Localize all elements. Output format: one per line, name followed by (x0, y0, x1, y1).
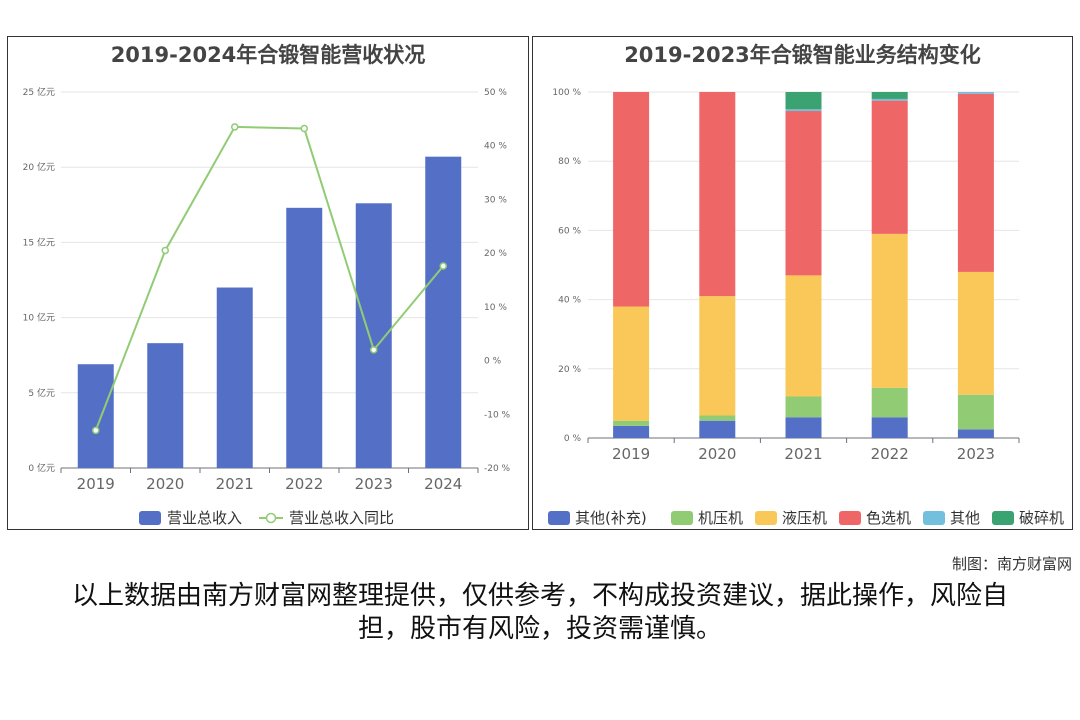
stacked-bar-segment (613, 420, 650, 426)
stacked-bar-segment (957, 429, 994, 438)
stacked-bar-segment (871, 92, 908, 99)
x-category-label: 2021 (216, 475, 254, 493)
legend-marker-yoy (265, 512, 277, 524)
x-category-label: 2019 (612, 445, 650, 463)
legend-label-revenue: 营业总收入 (167, 509, 242, 527)
revenue-chart: 0 亿元 5 亿元 10 亿元 15 亿元 20 亿元 25 亿元 -20 % -10 % 0 … (23, 86, 511, 527)
x-category-label: 2024 (424, 475, 462, 493)
y2-tick-label: 20 % (484, 249, 507, 259)
legend-swatch (992, 511, 1014, 525)
stacked-bar-segment (785, 275, 822, 397)
legend-swatch (671, 511, 693, 525)
disclaimer-text: 以上数据由南方财富网整理提供，仅供参考，不构成投资建议，据此操作，风险自担，股市… (71, 581, 1008, 644)
legend-label: 液压机 (782, 509, 827, 527)
y-tick-label: 100 % (552, 88, 581, 98)
x-category-label: 2022 (871, 445, 909, 463)
y2-tick-label: -10 % (484, 410, 511, 420)
y2-tick-label: -20 % (484, 464, 511, 474)
stacked-bar-segment (785, 417, 822, 438)
stacked-bar-segment (957, 92, 994, 94)
stacked-bar-segment (699, 415, 736, 421)
revenue-bar (216, 287, 253, 468)
y-tick-label: 20 亿元 (23, 161, 55, 173)
legend-swatch (839, 511, 861, 525)
stacked-bar-segment (699, 296, 736, 416)
legend-label: 其他 (950, 509, 980, 527)
business-structure-chart: 0 % 20 % 40 % 60 % 80 % 100 % 2019 2020 2021 2022… (548, 88, 1064, 527)
stacked-bar-segment (871, 387, 908, 418)
legend-swatch (923, 511, 945, 525)
stacked-bar-segment (785, 92, 822, 110)
stacked-bar-segment (699, 92, 736, 297)
yoy-point (231, 123, 239, 131)
legend-swatch-revenue (139, 511, 161, 525)
y2-tick-label: 10 % (484, 303, 507, 313)
revenue-bar (286, 207, 323, 469)
y-tick-label: 10 亿元 (23, 312, 55, 324)
y2-tick-label: 50 % (484, 88, 507, 98)
yoy-point (300, 124, 308, 133)
stacked-bar-segment (871, 100, 908, 234)
stacked-bar-segment (613, 306, 650, 421)
chart-credit: 制图：南方财富网 (951, 555, 1072, 573)
revenue-bar (147, 343, 184, 468)
legend-label: 机压机 (698, 509, 743, 527)
x-category-label: 2023 (355, 475, 393, 493)
y2-tick-label: 0 % (484, 357, 502, 367)
revenue-bar (425, 156, 462, 468)
legend-swatch (548, 511, 570, 525)
business-structure-chart-panel: 0 % 20 % 40 % 60 % 80 % 100 % 2019 2020 2021 2022… (532, 36, 1073, 530)
y-tick-label: 20 % (558, 365, 581, 375)
legend-label-yoy: 营业总收入同比 (289, 509, 394, 527)
stacked-bar-segment (871, 417, 908, 438)
legend-label: 色选机 (866, 509, 911, 527)
x-category-label: 2020 (698, 445, 736, 463)
yoy-point (161, 246, 169, 255)
stacked-bar-segment (957, 271, 994, 395)
y-tick-label: 5 亿元 (28, 387, 55, 399)
x-category-label: 2020 (146, 475, 184, 493)
stacked-bar-segment (871, 233, 908, 388)
y2-tick-label: 30 % (484, 195, 507, 205)
y-tick-label: 80 % (558, 157, 581, 167)
stacked-bar-segment (699, 420, 736, 438)
y-tick-label: 60 % (558, 226, 581, 236)
stacked-bar-segment (871, 98, 908, 101)
yoy-point (92, 426, 100, 435)
stacked-bar-segment (785, 396, 822, 418)
revenue-bar (77, 364, 114, 468)
yoy-point (439, 262, 447, 270)
x-category-label: 2021 (784, 445, 822, 463)
stacked-bar-segment (785, 111, 822, 276)
x-category-label: 2019 (77, 475, 115, 493)
stacked-bar-segment (957, 394, 994, 430)
y-tick-label: 0 % (564, 434, 582, 444)
x-category-label: 2022 (285, 475, 323, 493)
stacked-bar-segment (785, 109, 822, 112)
revenue-chart-panel: 0 亿元 5 亿元 10 亿元 15 亿元 20 亿元 25 亿元 -20 % -10 % 0 … (7, 36, 529, 530)
stacked-bar-segment (957, 93, 994, 272)
y2-tick-label: 40 % (484, 142, 507, 152)
yoy-line (94, 125, 445, 431)
yoy-point (370, 346, 378, 354)
legend-swatch (755, 511, 777, 525)
stacked-bar-segment (613, 92, 650, 307)
business-structure-chart-title: 2019-2023年合锻智能业务结构变化 (624, 43, 981, 67)
y-tick-label: 15 亿元 (23, 236, 55, 248)
y-tick-label: 0 亿元 (28, 462, 55, 474)
x-category-label: 2023 (957, 445, 995, 463)
y-tick-label: 25 亿元 (23, 86, 55, 98)
revenue-chart-title: 2019-2024年合锻智能营收状况 (110, 43, 426, 67)
y-tick-label: 40 % (558, 296, 581, 306)
legend-label: 其他(补充) (575, 509, 647, 527)
stacked-bar-segment (613, 425, 650, 438)
legend-label: 破碎机 (1019, 509, 1064, 527)
